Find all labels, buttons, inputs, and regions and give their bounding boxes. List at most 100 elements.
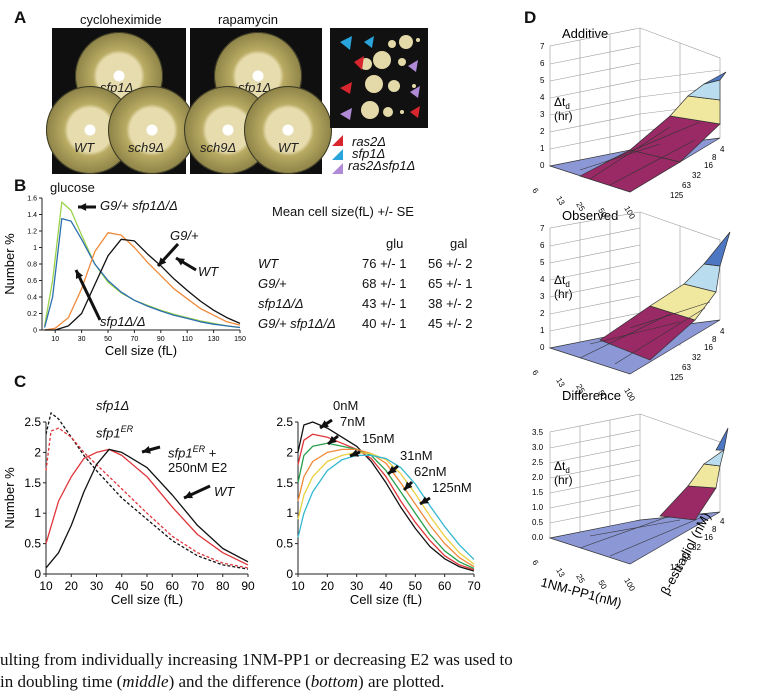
panel-c-letter: C (14, 372, 27, 391)
y-tick: 125 (670, 373, 684, 382)
plate-label-wt: WT (278, 140, 299, 155)
additive-zlabel: Δtd (554, 95, 570, 111)
y-tick: 16 (704, 533, 713, 542)
series-line-sfp1 (45, 412, 249, 570)
arrow-sfp1-head (75, 270, 84, 279)
x-tick-label: 30 (350, 579, 364, 593)
caption-text: ) and the difference ( (168, 672, 311, 691)
x-tick-label: 70 (191, 579, 205, 593)
x-axis-label: Cell size (fL) (111, 592, 183, 607)
caption-italic-bottom: bottom (310, 672, 359, 691)
plate-label-sch9: sch9Δ (200, 140, 237, 155)
y-tick-label: 0.4 (27, 294, 37, 301)
arrow-sfp1 (74, 269, 102, 321)
size-table-strain: WT (258, 256, 279, 271)
arrow-wt-c-head (184, 491, 193, 499)
panel-a-letter: A (14, 8, 27, 27)
panel-c-label-0nm: 0nM (333, 398, 359, 413)
plate-label-wt: WT (74, 140, 95, 155)
z-tick: 7 (540, 42, 545, 51)
difference-title: Difference (562, 388, 621, 403)
difference-zlabel-main: Δt (554, 459, 566, 473)
surface-face (687, 463, 721, 489)
x-tick-label: 20 (321, 579, 335, 593)
panel-b-letter: B (14, 176, 27, 195)
size-table-strain: G9/+ sfp1Δ/Δ (258, 316, 336, 331)
z-tick: 0.0 (532, 533, 544, 542)
y-tick-label: 0 (34, 567, 41, 581)
panel-c-left-chart: 10 20 30 40 50 60 70 80 90 0 0.5 1 1.5 2 2.5 Cell size … (2, 412, 255, 607)
x-tick-label: 80 (216, 579, 230, 593)
y-tick: 63 (682, 363, 691, 372)
x-tick-label: 10 (39, 579, 53, 593)
y-tick: 125 (670, 563, 684, 572)
legend-sfp1-marker (332, 149, 343, 160)
x-tick: 6 (530, 559, 540, 568)
arrow-62nm-head (404, 481, 413, 490)
z-tick: 1.0 (532, 503, 544, 512)
legend-sfp1-label: sfp1Δ (352, 146, 386, 161)
x-tick-label: 40 (115, 579, 129, 593)
size-table-gal: 56 +/- 2 (428, 256, 473, 271)
size-table-title: Mean cell size(fL) +/- SE (272, 204, 414, 219)
y-tick-label: 0.5 (24, 537, 41, 551)
y-tick-label: 1.6 (27, 195, 37, 202)
y-tick-label: 2 (286, 445, 293, 459)
x-tick-label: 90 (157, 336, 165, 343)
size-table-gal: 38 +/- 2 (428, 296, 473, 311)
series-line-125nm (297, 454, 475, 560)
panel-d-letter: D (524, 8, 537, 27)
y-tick: 8 (712, 153, 717, 162)
caption-text: ) are plotted. (358, 672, 445, 691)
series-line-sfp1er (45, 427, 249, 569)
panel-c-label-sfp1: sfp1Δ (96, 398, 130, 413)
y-axis-label: Number % (2, 467, 17, 529)
y-tick-label: 0 (33, 327, 37, 334)
x-tick-label: 50 (409, 579, 423, 593)
z-tick: 6 (540, 241, 545, 250)
z-tick: 3 (540, 292, 545, 301)
x-tick-label: 10 (51, 336, 59, 343)
y-tick-label: 0.5 (276, 537, 293, 551)
caption-text: in doubling time ( (0, 672, 123, 691)
series-line-wt (45, 448, 249, 569)
surface-face (548, 511, 721, 565)
series-line-15nm (297, 442, 475, 570)
series-line-wt (44, 238, 241, 331)
series-line-7nm (297, 433, 475, 571)
x-tick: 6 (530, 369, 540, 378)
y-tick-label: 1.5 (276, 476, 293, 490)
series-line-g9 (44, 232, 241, 331)
additive-title: Additive (562, 26, 608, 41)
surface-face (703, 71, 727, 85)
y-tick-label: 1 (286, 506, 293, 520)
z-tick: 3.0 (532, 443, 544, 452)
x-tick-label: 10 (291, 579, 305, 593)
panel-c-label-sfp1er-text: sfp1 (96, 425, 121, 441)
x-tick-label: 70 (467, 579, 481, 593)
series-line-31nm (297, 448, 475, 568)
x-tick-label: 50 (140, 579, 154, 593)
z-tick: 1 (540, 326, 545, 335)
z-tick: 1 (540, 144, 545, 153)
z-tick: 3 (540, 110, 545, 119)
arrow-double-head (78, 203, 87, 211)
y-tick-label: 1 (33, 245, 37, 252)
additive-plot: Additive Δtd (hr) 0 1 2 3 4 5 6 7 (530, 26, 727, 221)
z-tick: 1.5 (532, 488, 544, 497)
arrow-sfp1er-e2-head (142, 446, 151, 454)
x-tick-label: 60 (166, 579, 180, 593)
z-tick: 2.5 (532, 458, 544, 467)
observed-zlabel-unit: (hr) (554, 287, 573, 301)
panel-c-label-62nm: 62nM (414, 464, 447, 479)
caption-italic-middle: middle (122, 672, 169, 691)
y-tick: 32 (692, 353, 701, 362)
y-tick: 8 (712, 335, 717, 344)
plate-wt (244, 86, 332, 174)
series-line-sfp1 (43, 217, 241, 329)
arrow-0nm-head (320, 420, 329, 428)
panel-b-condition: glucose (50, 180, 95, 195)
rapamycin-title: rapamycin (218, 12, 278, 27)
additive-zlabel-sub: d (565, 102, 569, 111)
panel-b-label-g9: G9/+ (170, 228, 199, 243)
